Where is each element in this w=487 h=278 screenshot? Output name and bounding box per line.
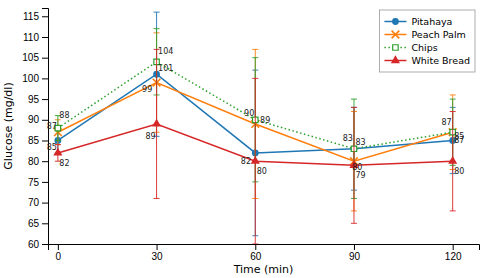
- tick-label: 65: [28, 218, 40, 229]
- data-label: 85: [47, 143, 57, 152]
- tick-mark: [157, 244, 158, 250]
- tick: 90: [28, 114, 48, 125]
- tick-label: 90: [349, 251, 361, 262]
- legend-label: Pitahaya: [411, 16, 452, 27]
- chart: 0 30 60 90 120 60 65 70 75 80 85 90 95 100 105 110 115 85…: [0, 0, 487, 278]
- tick-label: 115: [23, 11, 39, 22]
- legend-item: White Bread: [384, 55, 470, 66]
- legend-marker: [392, 18, 399, 25]
- tick: 115: [23, 11, 48, 22]
- marks: [53, 12, 457, 244]
- series: [53, 49, 457, 244]
- tick: 70: [28, 197, 48, 208]
- tick: 65: [28, 218, 48, 229]
- legend-item: Chips: [384, 42, 437, 53]
- y-axis-title: Glucose (mg/dl): [2, 82, 15, 169]
- tick-mark: [42, 37, 48, 38]
- tick-label: 90: [28, 114, 40, 125]
- tick-mark: [42, 120, 48, 121]
- tick-mark: [453, 244, 454, 250]
- legend-marker: [391, 55, 400, 63]
- data-label: 87: [441, 118, 451, 127]
- legend-label: Chips: [411, 42, 437, 53]
- legend-label: Peach Palm: [411, 29, 465, 40]
- tick: 105: [22, 52, 48, 63]
- tick-label: 85: [28, 135, 40, 146]
- legend-marker: [392, 31, 400, 39]
- tick: 60: [28, 239, 48, 250]
- marker: [448, 156, 457, 164]
- tick-label: 100: [22, 73, 39, 84]
- data-label: 83: [355, 138, 365, 147]
- tick-label: 70: [28, 197, 40, 208]
- data-label: 82: [241, 157, 251, 166]
- axis-line: [49, 245, 480, 251]
- x-axis-title: Time (min): [233, 263, 294, 276]
- tick-label: 105: [22, 52, 39, 63]
- data-label: 82: [59, 159, 69, 168]
- tick-label: 30: [152, 251, 164, 262]
- legend: Pitahaya Peach Palm Chips White Bread: [379, 10, 475, 72]
- tick-mark: [42, 182, 48, 183]
- tick-mark: [58, 244, 59, 250]
- tick-label: 75: [28, 177, 40, 188]
- tick-mark: [42, 58, 48, 59]
- plot: 0 30 60 90 120 60 65 70 75 80 85 90 95 100 105 110 115 85…: [22, 9, 479, 263]
- data-label: 101: [158, 64, 173, 73]
- legend-item: Peach Palm: [384, 29, 465, 40]
- tick: 95: [28, 94, 48, 105]
- tick: 80: [28, 156, 48, 167]
- tick-label: 60: [28, 239, 40, 250]
- data-label: 79: [355, 171, 365, 180]
- marker: [152, 119, 161, 127]
- tick: 110: [23, 32, 48, 43]
- legend-label: White Bread: [411, 55, 470, 66]
- tick-label: 110: [23, 32, 39, 43]
- tick-label: 80: [28, 156, 40, 167]
- tick: 90: [349, 244, 361, 262]
- data-label: 87: [47, 122, 57, 131]
- x-axis: 0 30 60 90 120: [49, 244, 480, 262]
- legend-marker: [393, 45, 398, 50]
- tick-label: 95: [28, 94, 40, 105]
- tick: 120: [445, 244, 462, 262]
- tick-mark: [42, 140, 48, 141]
- tick-mark: [255, 244, 256, 250]
- tick: 0: [56, 244, 62, 262]
- tick-mark: [42, 203, 48, 204]
- legend-item: Pitahaya: [384, 16, 452, 27]
- data-label: 90: [244, 109, 254, 118]
- data-label: 104: [158, 47, 173, 56]
- data-label: 89: [260, 116, 270, 125]
- tick-mark: [42, 161, 48, 162]
- tick: 100: [22, 73, 48, 84]
- data-label: 89: [145, 132, 155, 141]
- data-label: 83: [343, 134, 353, 143]
- data-label: 80: [454, 167, 464, 176]
- tick-label: 120: [445, 251, 462, 262]
- tick-mark: [42, 223, 48, 224]
- tick: 30: [152, 244, 164, 262]
- tick-mark: [354, 244, 355, 250]
- tick-mark: [42, 78, 48, 79]
- data-label: 80: [257, 167, 267, 176]
- tick-mark: [42, 244, 48, 245]
- tick-label: 60: [250, 251, 262, 262]
- legend-box: [379, 10, 475, 72]
- tick: 60: [250, 244, 262, 262]
- data-label: 88: [59, 111, 69, 120]
- data-label: 99: [142, 85, 152, 94]
- tick: 75: [28, 177, 48, 188]
- data-label: 87: [454, 136, 464, 145]
- tick-mark: [42, 99, 48, 100]
- tick-label: 0: [56, 251, 62, 262]
- y-axis: 60 65 70 75 80 85 90 95 100 105 110 115: [22, 9, 48, 250]
- marker: [251, 156, 260, 164]
- tick: 85: [28, 135, 48, 146]
- tick-mark: [42, 16, 48, 17]
